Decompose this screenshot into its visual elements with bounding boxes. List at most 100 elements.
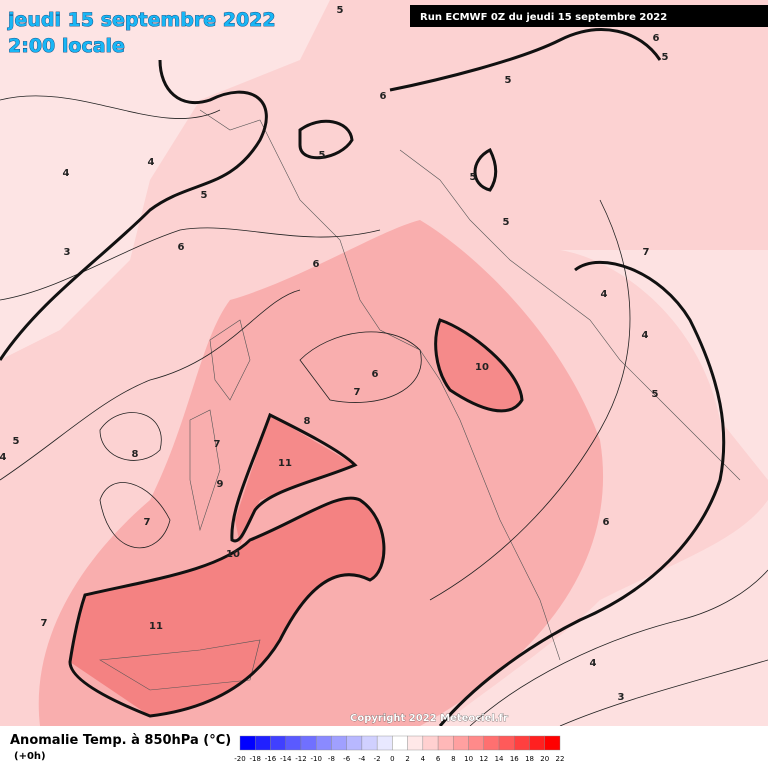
legend-swatch (300, 735, 317, 751)
contour-label: 7 (144, 517, 151, 528)
legend-swatch (346, 735, 363, 751)
legend-label: 6 (436, 755, 441, 763)
light-area (440, 500, 768, 726)
legend-label: 20 (540, 755, 549, 763)
coastline (399, 149, 741, 481)
legend-swatch (422, 735, 439, 751)
contour-label: 4 (642, 330, 649, 341)
contour-label: 5 (470, 172, 477, 183)
contour-line (0, 95, 768, 727)
contour-label: 6 (372, 369, 379, 380)
contour-label: 7 (354, 387, 361, 398)
contour-label: 4 (148, 157, 155, 168)
legend-subtitle: (+0h) (14, 751, 46, 762)
contour-label: 10 (226, 549, 240, 560)
contour-line-thick (438, 260, 726, 727)
legend-swatch (376, 735, 393, 751)
legend-swatch (255, 735, 271, 751)
legend-label: -20 (234, 755, 245, 763)
legend-label: -2 (374, 755, 381, 763)
contour-label: 5 (505, 75, 512, 86)
warm-core (235, 415, 355, 545)
warm-core (435, 320, 522, 411)
contour-label: 5 (662, 52, 669, 63)
contour-label: 7 (41, 618, 48, 629)
run-label: Run ECMWF 0Z du jeudi 15 septembre 2022 (420, 12, 667, 23)
contour-label: 6 (603, 517, 610, 528)
contour-line-thick (230, 412, 358, 543)
contour-label: 5 (319, 150, 326, 161)
legend-label: 16 (510, 755, 519, 763)
title-time: 2:00 locale (8, 35, 125, 57)
contour-line-thick (68, 496, 386, 718)
legend-swatch (483, 735, 500, 751)
legend-swatch (529, 735, 545, 751)
contour-label: 6 (380, 91, 387, 102)
contour-label: 3 (618, 692, 625, 703)
contour-label: 8 (304, 416, 311, 427)
legend-label: -16 (265, 755, 277, 763)
legend-swatch (498, 735, 515, 751)
legend-label: 10 (464, 755, 473, 763)
contour-line-thick (434, 318, 524, 413)
contour-label: 7 (214, 439, 221, 450)
legend-title: Anomalie Temp. à 850hPa (°C) (10, 733, 231, 748)
legend-label: -8 (328, 755, 335, 763)
contour-line-thick (298, 119, 354, 160)
legend-swatch (315, 735, 332, 751)
legend-swatch (468, 735, 485, 751)
contour-label: 6 (178, 242, 185, 253)
legend-swatch (453, 735, 469, 751)
legend-swatch (285, 735, 302, 751)
light-area (560, 250, 768, 480)
contour-label: 6 (313, 259, 320, 270)
coastline (99, 319, 261, 691)
run-box (410, 5, 768, 27)
legend-label: 2 (405, 755, 409, 763)
contour-line-thick (0, 59, 268, 361)
contour-label: 5 (13, 436, 20, 447)
warm-core (70, 498, 384, 716)
legend-label: -6 (343, 755, 351, 763)
copyright: Copyright 2022 Meteociel.fr (350, 713, 508, 724)
contour-label: 11 (149, 621, 163, 632)
contour-label: 9 (217, 479, 224, 490)
contour-label: 5 (652, 389, 659, 400)
legend-label: 4 (421, 755, 426, 763)
contour-label: 10 (475, 362, 489, 373)
contour-label: 3 (64, 247, 71, 258)
contour-label: 4 (0, 452, 7, 463)
legend-label: 22 (556, 755, 565, 763)
legend-label: 14 (495, 755, 504, 763)
legend-swatch (437, 735, 454, 751)
legend-swatch (544, 735, 561, 751)
contour-label: 8 (132, 449, 139, 460)
legend-label: 18 (525, 755, 534, 763)
legend-swatch (407, 735, 424, 751)
contour-label: 7 (643, 247, 650, 258)
legend-label: -12 (295, 755, 306, 763)
legend-swatch (331, 735, 347, 751)
contour-line-thick (389, 28, 662, 192)
contour-label: 4 (601, 289, 608, 300)
legend-swatch (361, 735, 378, 751)
legend-label: 0 (390, 755, 394, 763)
title-date: jeudi 15 septembre 2022 (7, 9, 276, 31)
coastline (199, 109, 561, 661)
legend-swatch (514, 735, 530, 751)
legend-label: 12 (479, 755, 488, 763)
legend-swatch (270, 735, 286, 751)
legend-label: -10 (310, 755, 321, 763)
legend-label: 8 (451, 755, 455, 763)
contour-label: 4 (590, 658, 597, 669)
contour-label: 5 (337, 5, 344, 16)
contour-label: 4 (63, 168, 70, 179)
contour-label: 6 (653, 33, 660, 44)
contour-label: 5 (201, 190, 208, 201)
legend-label: -4 (358, 755, 366, 763)
legend-swatch (239, 735, 256, 751)
contour-label: 11 (278, 458, 292, 469)
legend-label: -14 (280, 755, 292, 763)
legend-swatch (392, 735, 408, 751)
